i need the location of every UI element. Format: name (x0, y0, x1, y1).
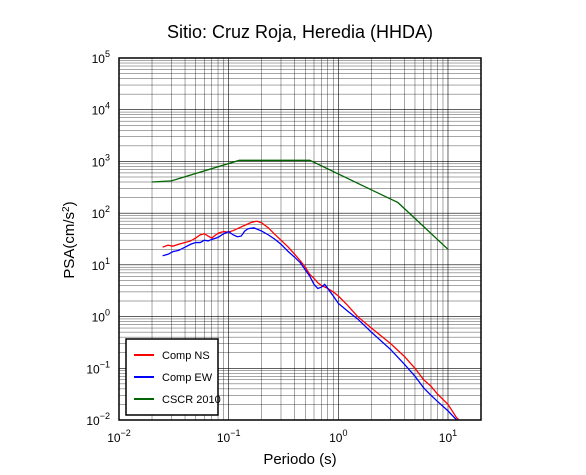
series-line-comp-ns (162, 220, 461, 420)
y-tick-label: 102 (92, 204, 110, 221)
y-tick-label: 10−2 (86, 411, 110, 428)
x-axis-label: Periodo (s) (263, 451, 336, 468)
x-tick-label: 101 (439, 428, 457, 445)
chart-title: Sitio: Cruz Roja, Heredia (HHDA) (167, 22, 433, 42)
plot-grid (118, 57, 482, 421)
y-tick-label: 104 (92, 101, 110, 118)
series-layer (151, 159, 461, 420)
x-tick-labels: 10−2 10−1 100 101 (107, 428, 457, 445)
x-tick-label: 100 (329, 428, 347, 445)
x-tick-label: 10−2 (107, 428, 131, 445)
y-axis-label-close: ) (61, 201, 78, 206)
legend-label: CSCR 2010 (162, 394, 221, 406)
y-tick-label: 101 (92, 256, 110, 273)
y-tick-label: 100 (92, 308, 110, 325)
plot-frame (118, 57, 482, 421)
legend-label: Comp EW (162, 372, 213, 384)
legend: Comp NS Comp EW CSCR 2010 (125, 338, 221, 416)
y-axis-label-main: PSA(cm/s (61, 212, 78, 279)
y-tick-label: 103 (92, 152, 110, 169)
y-axis-label-superscript: 2 (61, 206, 72, 212)
y-tick-label: 10−1 (86, 359, 110, 376)
series-line-comp-ew (162, 227, 458, 420)
legend-label: Comp NS (162, 350, 210, 362)
series-line-cscr-2010 (151, 159, 449, 250)
y-axis-label: PSA(cm/s2) (61, 201, 79, 278)
x-tick-label: 10−1 (217, 428, 241, 445)
y-tick-label: 105 (92, 49, 110, 66)
y-tick-labels: 10−2 10−1 100 101 102 103 104 105 (86, 49, 110, 428)
